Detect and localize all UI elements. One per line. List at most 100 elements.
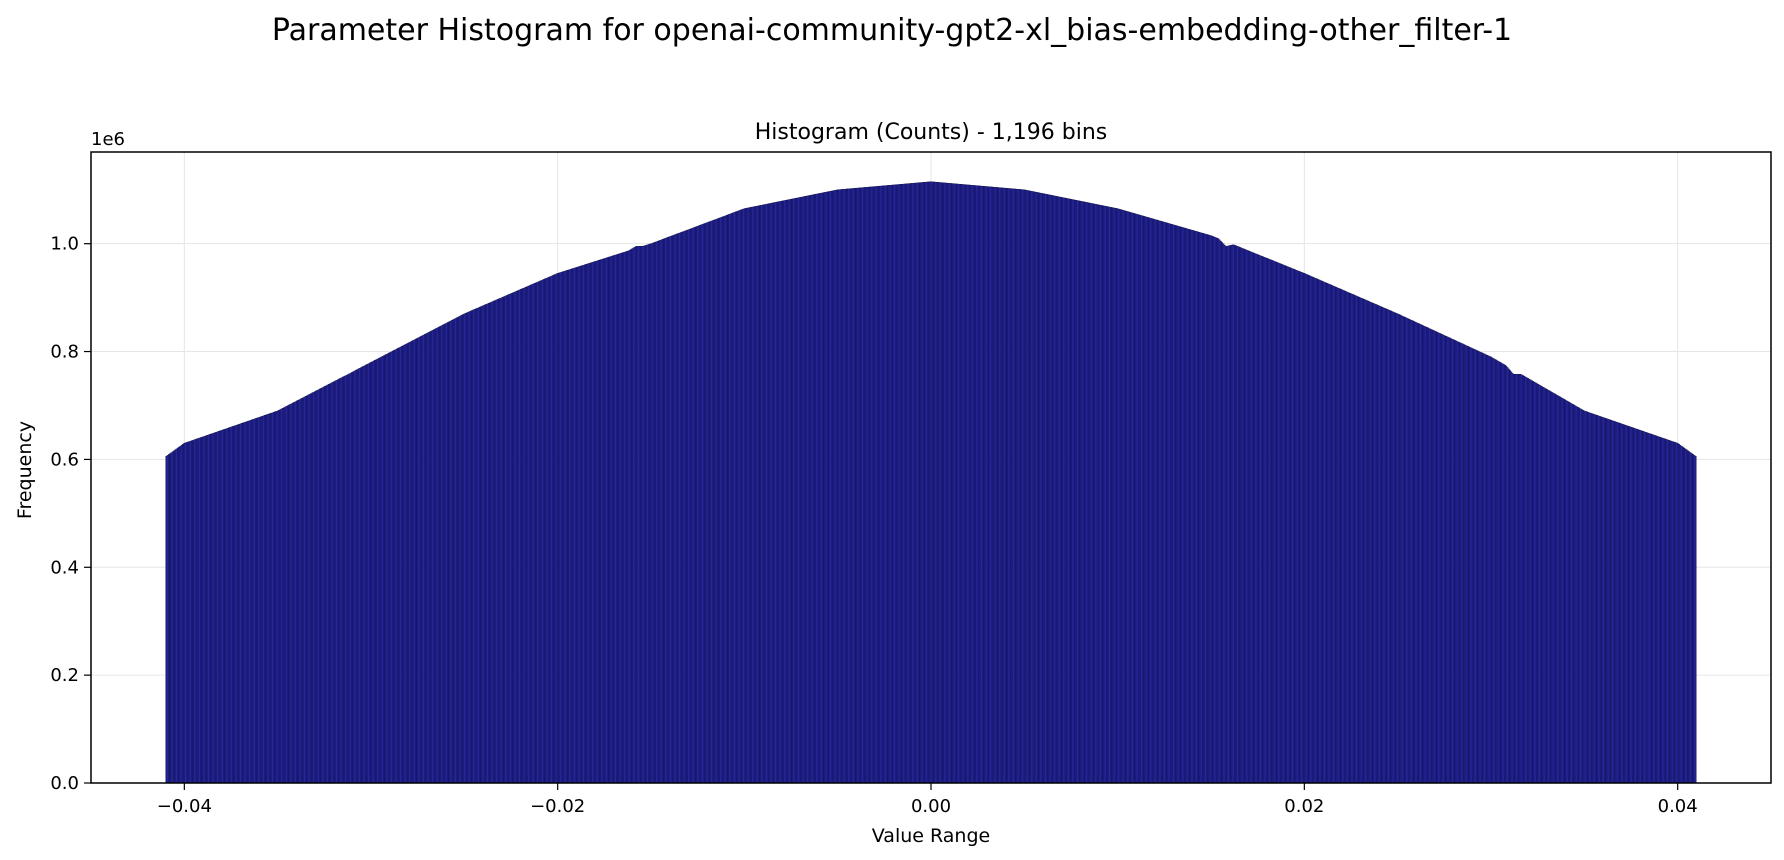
- histogram-bar: [1538, 384, 1541, 784]
- histogram-bar: [1350, 293, 1353, 784]
- histogram-bar: [1357, 296, 1359, 784]
- histogram-bar: [691, 227, 694, 784]
- histogram-bar: [792, 198, 795, 784]
- histogram-bar: [1296, 270, 1299, 784]
- histogram-bar: [244, 421, 247, 784]
- histogram-bar: [888, 185, 891, 784]
- histogram-bar: [1536, 383, 1538, 784]
- histogram-bar: [1049, 194, 1052, 784]
- histogram-bar: [1086, 202, 1089, 784]
- histogram-bar: [930, 181, 933, 784]
- histogram-bar: [290, 403, 293, 784]
- histogram-bar: [1541, 386, 1543, 784]
- histogram-bar: [837, 189, 840, 784]
- histogram-bar: [1418, 323, 1421, 784]
- histogram-bar: [951, 183, 953, 784]
- histogram-bar: [479, 306, 481, 784]
- histogram-bar: [1249, 251, 1252, 784]
- histogram-bar: [1619, 423, 1621, 784]
- histogram-bar: [1072, 199, 1075, 784]
- histogram-bar: [1532, 381, 1534, 784]
- histogram-bar: [175, 448, 178, 784]
- histogram-bar: [467, 311, 470, 784]
- x-tick-label: 0.02: [1284, 796, 1324, 817]
- histogram-bar: [1394, 312, 1396, 784]
- histogram-bar: [1470, 347, 1473, 784]
- histogram-bar: [861, 187, 864, 784]
- histogram-bar: [539, 280, 541, 784]
- histogram-bar: [1277, 262, 1280, 784]
- histogram-bar: [294, 401, 297, 784]
- histogram-bar: [1385, 308, 1387, 784]
- histogram-bar: [659, 240, 662, 784]
- histogram-bar: [619, 253, 622, 784]
- histogram-bar: [833, 190, 836, 784]
- histogram-bar: [252, 419, 255, 784]
- histogram-bar: [828, 191, 831, 784]
- histogram-bar: [447, 322, 449, 784]
- histogram-bar: [729, 213, 732, 784]
- histogram-bar: [488, 303, 490, 784]
- histogram-bar: [279, 409, 282, 784]
- histogram-bar: [1161, 221, 1163, 784]
- histogram-bar: [1542, 387, 1545, 784]
- histogram-bar: [1333, 286, 1336, 784]
- histogram-bar: [746, 207, 749, 784]
- histogram-bar: [1638, 429, 1641, 784]
- histogram-bar: [1188, 229, 1190, 784]
- histogram-bar: [1597, 415, 1600, 784]
- histogram-bar: [626, 251, 628, 784]
- histogram-bar: [1587, 412, 1590, 784]
- histogram-bar: [566, 270, 568, 784]
- histogram-bar: [1662, 438, 1665, 784]
- histogram-bar: [1451, 338, 1454, 784]
- histogram-bar: [1589, 412, 1592, 784]
- histogram-bar: [1537, 384, 1540, 784]
- histogram-bar: [1516, 374, 1519, 784]
- histogram-bar: [424, 334, 426, 784]
- histogram-bar: [1103, 205, 1106, 784]
- histogram-bar: [1113, 207, 1116, 784]
- histogram-bar: [581, 265, 584, 784]
- histogram-bar: [1476, 350, 1478, 784]
- histogram-bar: [823, 192, 825, 784]
- histogram-bar: [1061, 197, 1063, 784]
- histogram-bar: [238, 424, 241, 784]
- histogram-bar: [976, 185, 979, 784]
- histogram-bar: [1129, 212, 1131, 784]
- histogram-bar: [763, 204, 765, 784]
- histogram-bar: [1024, 189, 1026, 784]
- histogram-bar: [1029, 190, 1032, 784]
- histogram-bar: [1054, 195, 1057, 784]
- histogram-bar: [233, 425, 235, 784]
- histogram-bar: [1509, 370, 1511, 784]
- histogram-bar: [1566, 401, 1569, 784]
- histogram-bar: [1141, 215, 1144, 784]
- histogram-bar: [1026, 190, 1029, 784]
- histogram-bar: [1469, 347, 1472, 784]
- x-tick-label: −0.02: [530, 796, 585, 817]
- histogram-bar: [937, 182, 939, 784]
- histogram-bar: [468, 311, 471, 784]
- histogram-bar: [1399, 314, 1401, 784]
- histogram-bar: [742, 208, 745, 784]
- histogram-bar: [285, 406, 288, 784]
- histogram-bar: [299, 398, 302, 784]
- histogram-bar: [1582, 409, 1584, 784]
- histogram-bar: [1143, 216, 1145, 784]
- histogram-bar: [755, 206, 758, 784]
- histogram-bar: [624, 251, 627, 784]
- histogram-bar: [1583, 410, 1586, 784]
- histogram-bar: [1131, 212, 1134, 784]
- histogram-bar: [1081, 201, 1084, 784]
- histogram-bar: [444, 323, 447, 784]
- histogram-bar: [1691, 453, 1693, 784]
- histogram-bar: [454, 318, 457, 784]
- histogram-bar: [377, 358, 380, 784]
- histogram-bar: [559, 272, 562, 784]
- histogram-bar: [964, 184, 966, 784]
- histogram-bar: [754, 206, 756, 784]
- histogram-bar: [1348, 292, 1350, 784]
- histogram-bar: [855, 187, 857, 784]
- histogram-bar: [1456, 341, 1459, 784]
